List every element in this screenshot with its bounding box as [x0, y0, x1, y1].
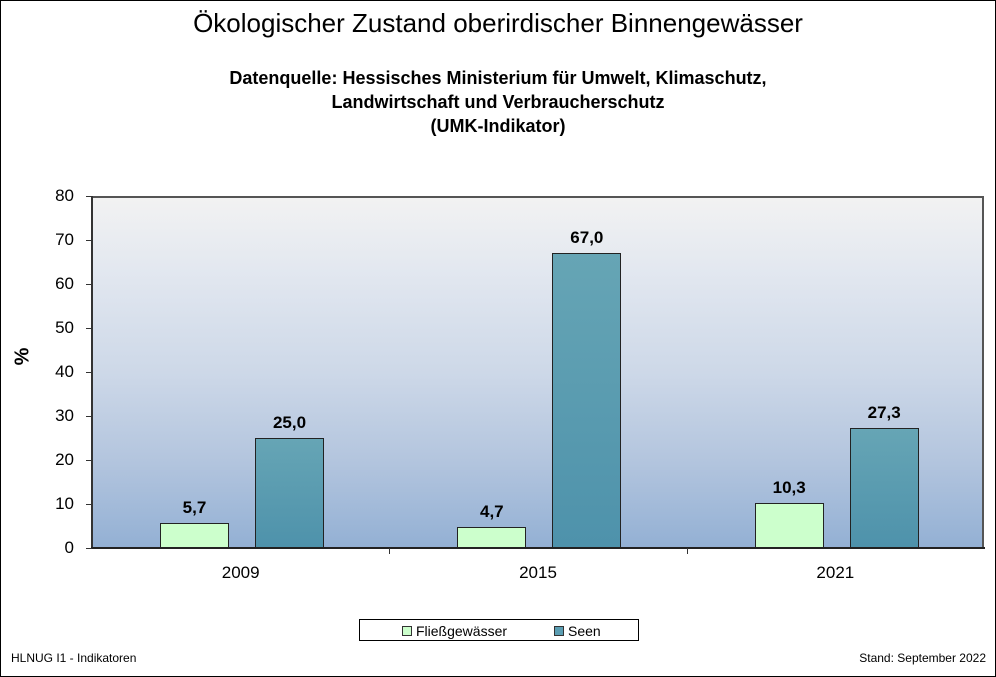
y-tick	[86, 240, 92, 241]
x-tick	[686, 548, 688, 554]
data-label: 4,7	[480, 502, 504, 522]
legend: Fließgewässer Seen	[359, 619, 639, 641]
data-label: 5,7	[182, 497, 207, 517]
y-tick-label: 70	[55, 230, 74, 249]
y-tick-label: 20	[55, 450, 74, 469]
plot-area	[92, 196, 984, 548]
bar-seen-2015	[552, 253, 622, 548]
bar-fliess-2009	[160, 522, 229, 548]
footer-source: HLNUG I1 - Indikatoren	[11, 651, 137, 665]
bar-seen-2021	[849, 427, 919, 548]
legend-item-seen: Seen	[554, 623, 601, 639]
y-tick	[86, 196, 92, 197]
legend-swatch-fliessgewaesser	[402, 626, 412, 636]
chart-title: Ökologischer Zustand oberirdischer Binne…	[193, 8, 803, 38]
footer-date: Stand: September 2022	[859, 651, 986, 665]
chart-subtitle-line-1: Datenquelle: Hessisches Ministerium für …	[229, 68, 767, 88]
y-tick-label: 80	[55, 186, 74, 205]
y-tick	[86, 416, 92, 417]
y-tick-label: 0	[64, 538, 74, 557]
x-tick	[389, 548, 391, 554]
legend-label-seen: Seen	[568, 623, 601, 639]
y-tick	[86, 504, 92, 505]
bar-seen-2009	[255, 438, 324, 548]
y-tick	[86, 372, 92, 373]
bar-fliess-2015	[457, 527, 527, 548]
bar-fliess-2021	[754, 502, 824, 548]
legend-item-fliessgewaesser: Fließgewässer	[402, 623, 507, 639]
data-label: 25,0	[272, 413, 307, 432]
y-tick	[86, 284, 92, 285]
y-axis	[91, 196, 93, 549]
y-tick-label: 50	[55, 318, 74, 337]
y-tick	[86, 328, 92, 329]
data-label: 27,3	[867, 402, 901, 422]
y-tick-label: 40	[55, 362, 74, 381]
data-label: 10,3	[772, 477, 806, 497]
x-axis	[91, 547, 985, 549]
x-tick-label: 2015	[519, 563, 557, 582]
legend-label-fliessgewaesser: Fließgewässer	[416, 623, 508, 639]
y-tick	[86, 460, 92, 461]
y-tick	[86, 548, 92, 549]
x-tick-label: 2009	[221, 563, 260, 582]
legend-swatch-seen	[554, 626, 564, 636]
y-tick-label: 30	[55, 406, 74, 425]
y-tick-label: 10	[55, 494, 74, 513]
chart-subtitle-line-2: Landwirtschaft und Verbraucherschutz	[331, 92, 665, 112]
chart-subtitle-line-3: (UMK-Indikator)	[430, 116, 566, 136]
data-label: 67,0	[570, 228, 604, 248]
y-tick-label: 60	[55, 274, 74, 293]
x-tick-label: 2021	[816, 563, 855, 582]
